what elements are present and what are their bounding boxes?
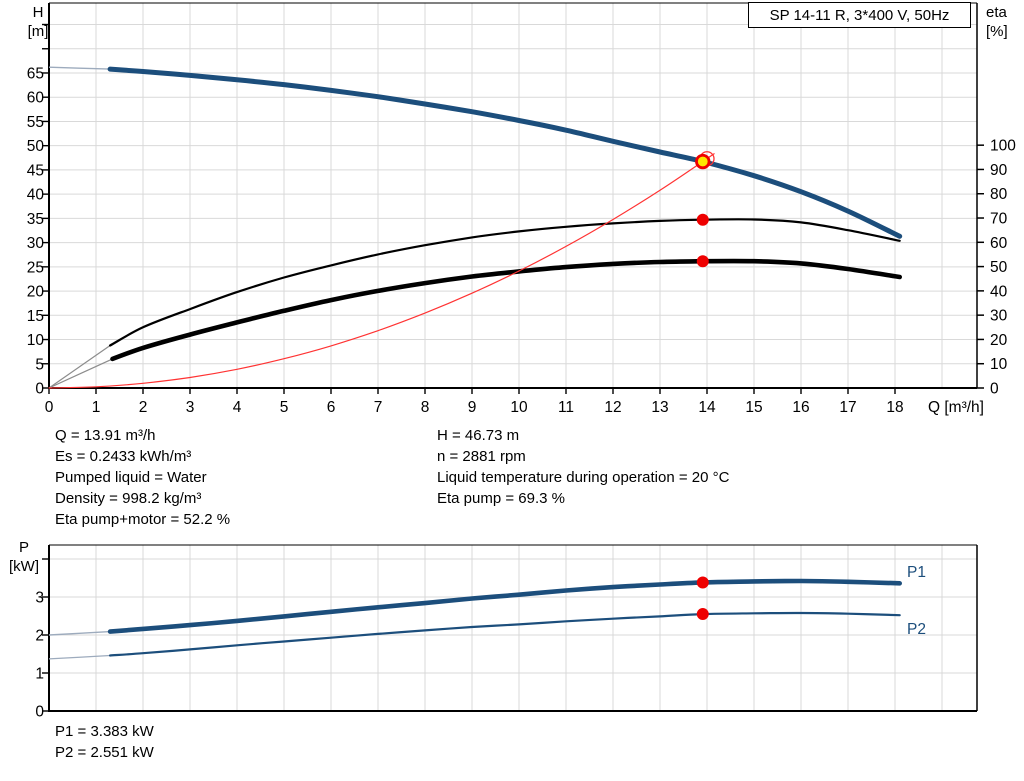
info-eta-pump: Eta pump = 69.3 % [437, 490, 565, 507]
hq-xtick-label: 15 [745, 399, 762, 416]
hq-xtick-label: 1 [92, 399, 101, 416]
power-ytick-label: 1 [35, 666, 44, 683]
hq-eta-tick-label: 70 [990, 211, 1008, 228]
hq-ytick-label: 35 [27, 211, 44, 228]
hq-xtick-label: 7 [374, 399, 383, 416]
p1-curve-label: P1 [907, 564, 926, 581]
p1-point [696, 576, 709, 589]
hq-ytick-label: 5 [35, 356, 44, 373]
hq-eta-tick-label: 10 [990, 356, 1008, 373]
eta-pump-curve [109, 218, 901, 347]
hq-xtick-label: 18 [886, 399, 903, 416]
hq-ytick-label: 40 [27, 187, 45, 204]
hq-xtick-label: 2 [139, 399, 148, 416]
eta-axis-title-line2: [%] [986, 23, 1008, 40]
p1-curve [107, 578, 902, 634]
hq-ytick-label: 25 [27, 259, 44, 276]
p2-curve-lead [48, 654, 111, 660]
p-axis-title-line2: [kW] [9, 558, 39, 575]
power-results: P1 = 3.383 kW P2 = 2.551 kW [55, 721, 154, 763]
power-ytick-label: 3 [35, 590, 44, 607]
p-axis-title-line1: P [18, 539, 29, 556]
hq-xtick-label: 13 [651, 399, 668, 416]
eta-pump-curve-lead [48, 345, 111, 389]
info-liquid-temp: Liquid temperature during operation = 20… [437, 469, 730, 486]
hq-xtick-label: 3 [186, 399, 195, 416]
h-axis-title-line1: H [32, 4, 44, 21]
eta-pump-point [696, 213, 709, 226]
pump-type-title-box: SP 14-11 R, 3*400 V, 50Hz [748, 2, 971, 28]
hq-xtick-label: 14 [698, 399, 716, 416]
p2-point [696, 608, 709, 621]
info-h: H = 46.73 m [437, 427, 520, 444]
h-axis-title-line2: [m] [27, 23, 49, 40]
hq-xtick-label: 11 [558, 399, 574, 416]
eta-axis-title: eta [%] [986, 3, 1024, 41]
hq-eta-tick-label: 40 [990, 283, 1008, 300]
eta-pump-motor-curve-lead [48, 358, 113, 389]
hq-eta-tick-label: 90 [990, 162, 1008, 179]
hq-eta-tick-label: 60 [990, 235, 1008, 252]
h-axis-title: H [m] [16, 3, 60, 41]
hq-ytick-label: 45 [27, 162, 44, 179]
hq-xtick-label: 8 [421, 399, 430, 416]
hq-eta-tick-label: 50 [990, 259, 1008, 276]
head-curve-lead [48, 66, 111, 70]
p1-curve-lead [48, 630, 111, 636]
hq-ytick-label: 50 [27, 138, 45, 155]
head-curve [107, 66, 903, 239]
hq-xtick-label: 6 [327, 399, 336, 416]
info-n: n = 2881 rpm [437, 448, 526, 465]
hq-xtick-label: 12 [604, 399, 621, 416]
info-q: Q = 13.91 m³/h [55, 427, 156, 444]
eta-pump-motor-curve [110, 258, 902, 362]
q-axis-title: Q [m³/h] [928, 399, 984, 416]
hq-ytick-label: 30 [27, 235, 45, 252]
hq-xtick-label: 9 [468, 399, 477, 416]
hq-ytick-label: 20 [27, 284, 45, 301]
hq-ytick-label: 60 [27, 90, 45, 107]
hq-ytick-label: 0 [35, 381, 44, 398]
hq-xtick-label: 17 [839, 399, 856, 416]
operating-data-left: Q = 13.91 m³/h Es = 0.2433 kWh/m³ Pumped… [55, 425, 230, 530]
duty-point[interactable] [695, 153, 711, 170]
hq-eta-tick-label: 30 [990, 308, 1008, 325]
hq-xtick-label: 4 [233, 399, 242, 416]
hq-xtick-label: 10 [510, 399, 528, 416]
info-density: Density = 998.2 kg/m³ [55, 490, 202, 507]
hq-ytick-label: 15 [27, 308, 44, 325]
hq-ytick-label: 65 [27, 65, 44, 82]
result-p1: P1 = 3.383 kW [55, 723, 154, 740]
hq-eta-tick-label: 80 [990, 186, 1008, 203]
hq-eta-tick-label: 20 [990, 332, 1008, 349]
operating-data-right: H = 46.73 m n = 2881 rpm Liquid temperat… [437, 425, 729, 509]
hq-ytick-label: 10 [27, 332, 45, 349]
power-ytick-label: 2 [35, 628, 44, 645]
info-pumped-liquid: Pumped liquid = Water [55, 469, 207, 486]
hq-ytick-label: 55 [27, 114, 44, 131]
eta-axis-title-line1: eta [986, 4, 1007, 21]
hq-xtick-label: 5 [280, 399, 289, 416]
hq-eta-tick-label: 100 [990, 138, 1016, 155]
info-es: Es = 0.2433 kWh/m³ [55, 448, 192, 465]
p-axis-title: P [kW] [2, 538, 46, 576]
system-curve [48, 153, 715, 389]
p2-curve-label: P2 [907, 621, 926, 638]
hq-xtick-label: 16 [792, 399, 809, 416]
hq-eta-tick-label: 0 [990, 381, 999, 398]
eta-pump-motor-point [696, 255, 709, 268]
info-eta-pump-motor: Eta pump+motor = 52.2 % [55, 511, 231, 528]
p2-curve [109, 611, 901, 657]
result-p2: P2 = 2.551 kW [55, 744, 154, 761]
power-ytick-label: 0 [35, 704, 44, 721]
pump-type-title: SP 14-11 R, 3*400 V, 50Hz [769, 6, 950, 24]
hq-xtick-label: 0 [45, 399, 54, 416]
